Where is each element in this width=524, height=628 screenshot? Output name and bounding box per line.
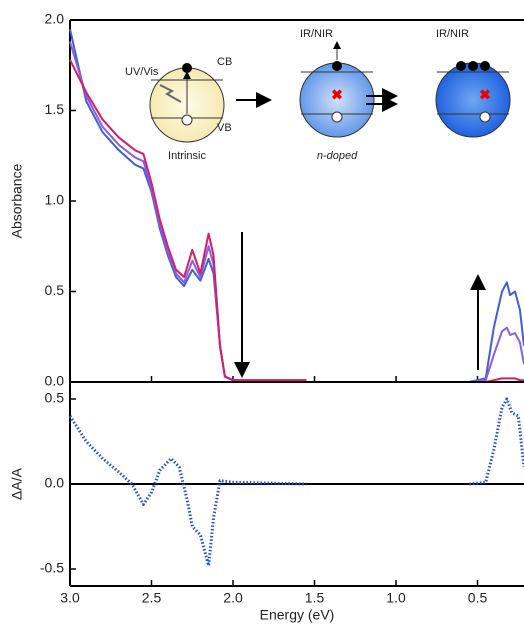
electron — [182, 63, 192, 73]
y-tick-label: -0.5 — [40, 560, 64, 576]
electron — [480, 61, 490, 71]
hole — [479, 111, 491, 123]
y-tick-label: 2.0 — [45, 11, 65, 27]
cb-label: CB — [217, 56, 232, 68]
x-axis-title: Energy (eV) — [260, 607, 335, 623]
uv-label: UV/Vis — [125, 66, 159, 78]
x-tick-label: 3.0 — [60, 590, 80, 606]
intrinsic-label: Intrinsic — [168, 150, 206, 162]
photon — [159, 84, 182, 103]
ir-label: IR/NIR — [300, 28, 333, 40]
x-tick-label: 1.5 — [305, 590, 325, 606]
x-tick-label: 2.5 — [142, 590, 162, 606]
hole — [331, 111, 343, 123]
hole — [181, 114, 193, 126]
inset-diagram: UV/Vis CB VB Intrinsic ✖ IR/NIR n-doped … — [125, 28, 511, 162]
y-tick-label: 0.5 — [45, 390, 65, 406]
y-tick-label: 0.0 — [45, 475, 65, 491]
blocked-mark: ✖ — [479, 87, 491, 103]
series-line — [68, 397, 524, 568]
y-tick-label: 1.0 — [45, 192, 65, 208]
electron — [456, 61, 466, 71]
band-circle — [435, 62, 511, 138]
blocked-mark: ✖ — [331, 87, 343, 103]
doped-label: n-doped — [317, 150, 358, 162]
y-axis-title: ΔA/A — [9, 467, 25, 500]
y-tick-label: 0.0 — [45, 373, 65, 389]
vb-label: VB — [217, 122, 232, 134]
y-tick-label: 0.5 — [45, 282, 65, 298]
y-tick-label: 1.5 — [45, 101, 65, 117]
x-tick-label: 1.0 — [386, 590, 406, 606]
electron — [468, 61, 478, 71]
x-tick-label: 0.5 — [468, 590, 488, 606]
y-axis-title: Absorbance — [9, 163, 25, 238]
electron — [332, 61, 342, 71]
x-tick-label: 2.0 — [223, 590, 243, 606]
ir-label: IR/NIR — [436, 28, 469, 40]
